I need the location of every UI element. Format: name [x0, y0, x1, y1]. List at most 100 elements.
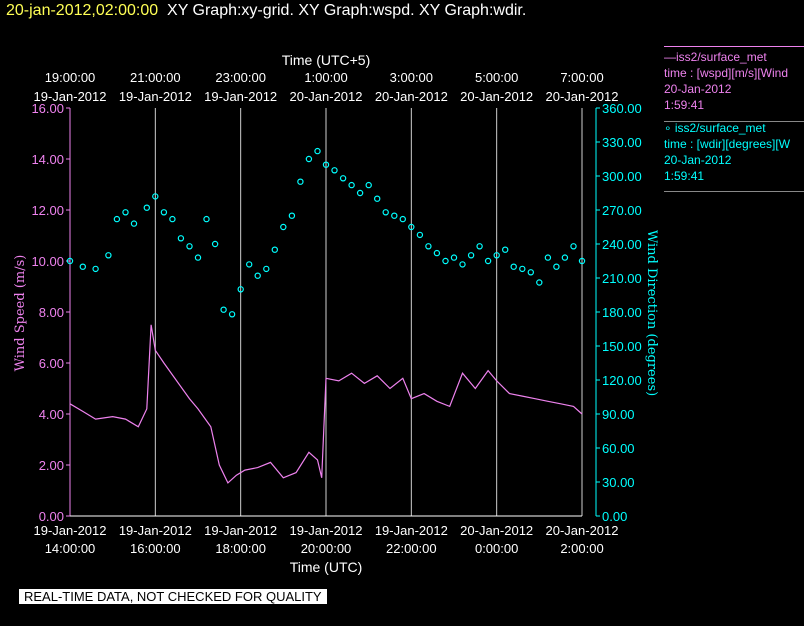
left-tick-label: 8.00	[39, 305, 64, 320]
wind-direction-point	[194, 254, 202, 261]
wind-direction-point	[467, 252, 475, 259]
top-tick-time: 1:00:00	[304, 70, 347, 85]
wind-direction-point	[211, 240, 219, 248]
wind-direction-point	[442, 257, 449, 265]
left-tick-label: 14.00	[31, 152, 64, 167]
right-tick-label: 90.00	[602, 407, 635, 422]
legend-wdir-source: ∘ iss2/surface_met	[664, 121, 766, 135]
wind-direction-point	[130, 220, 138, 227]
wind-direction-point	[450, 254, 458, 261]
top-tick-time: 23:00:00	[215, 70, 266, 85]
wind-direction-point	[425, 243, 432, 250]
title-graph-list: XY Graph:xy-grid. XY Graph:wspd. XY Grap…	[167, 2, 527, 19]
legend-wspd-variable: time : [wspd][m/s][Wind	[664, 66, 789, 80]
wind-direction-point	[177, 235, 185, 242]
title-timestamp: 20-jan-2012,02:00:00	[6, 2, 159, 19]
right-tick-label: 30.00	[602, 475, 635, 490]
top-tick-date: 20-Jan-2012	[460, 89, 533, 104]
wind-direction-point	[510, 263, 517, 270]
wind-direction-point	[416, 231, 424, 239]
wind-direction-point	[519, 265, 526, 273]
wind-direction-point	[66, 257, 74, 265]
axes	[66, 107, 600, 517]
wind-direction-point	[288, 212, 296, 219]
tick-labels: 0.00 2.00 4.00 6.00 8.00 10.00 12.00 14.00 16.00…	[31, 70, 641, 556]
top-tick-time: 7:00:00	[560, 70, 603, 85]
legend-wdir-time: 1:59:41	[664, 169, 705, 183]
top-tick-date: 19-Jan-2012	[34, 89, 107, 104]
right-tick-label: 180.00	[602, 305, 642, 320]
top-tick-date: 20-Jan-2012	[290, 89, 363, 104]
wind-direction-point	[105, 252, 112, 259]
wind-direction-point	[391, 212, 398, 219]
bottom-axis-label: Time (UTC)	[290, 559, 363, 575]
wind-direction-point	[280, 223, 287, 231]
wind-direction-point	[365, 181, 372, 189]
right-tick-label: 60.00	[602, 441, 635, 456]
wind-direction-point	[322, 161, 330, 168]
bottom-tick-time: 2:00:00	[560, 541, 603, 556]
legend-wspd: —iss2/surface_met time : [wspd][m/s][Win…	[664, 46, 804, 122]
right-tick-label: 330.00	[602, 135, 642, 150]
bottom-tick-time: 16:00:00	[130, 541, 181, 556]
wind-direction-point	[245, 261, 253, 268]
wind-direction-point	[186, 243, 193, 250]
wind-direction-point	[570, 243, 577, 250]
bottom-tick-date: 20-Jan-2012	[460, 523, 533, 538]
wind-direction-point	[348, 181, 355, 189]
wind-direction-point	[536, 279, 543, 286]
wind-direction-point	[544, 254, 552, 261]
wind-direction-point	[484, 257, 492, 265]
wind-direction-point	[152, 193, 159, 200]
wind-direction-point	[271, 246, 278, 253]
left-tick-label: 16.00	[31, 101, 64, 116]
wind-direction-point	[254, 272, 261, 279]
left-axis-label: Wind Speed (m/s)	[13, 255, 28, 372]
wind-speed-line	[69, 324, 583, 484]
wind-direction-point	[408, 223, 415, 231]
bottom-tick-time: 18:00:00	[215, 541, 266, 556]
grid-lines	[69, 108, 583, 516]
right-axis-label: Wind Direction (degrees)	[644, 230, 659, 396]
right-tick-label: 270.00	[602, 203, 642, 218]
chart-title: 20-jan-2012,02:00:00 XY Graph:xy-grid. X…	[6, 2, 526, 20]
wind-direction-point	[561, 254, 569, 261]
bottom-tick-time: 20:00:00	[301, 541, 352, 556]
wind-direction-point	[339, 175, 347, 182]
wind-direction-point	[433, 249, 441, 257]
wind-direction-point	[79, 263, 87, 270]
wind-direction-point	[314, 147, 321, 155]
top-tick-time: 5:00:00	[475, 70, 518, 85]
wind-direction-point	[476, 243, 483, 250]
wind-direction-point	[459, 261, 466, 268]
right-tick-label: 240.00	[602, 237, 642, 252]
top-tick-date: 19-Jan-2012	[204, 89, 277, 104]
top-tick-time: 3:00:00	[390, 70, 433, 85]
legend-wdir-variable: time : [wdir][degrees][W	[664, 137, 791, 151]
bottom-tick-date: 19-Jan-2012	[204, 523, 277, 538]
top-tick-time: 19:00:00	[45, 70, 96, 85]
legend-wspd-date: 20-Jan-2012	[664, 82, 732, 96]
right-tick-label: 120.00	[602, 373, 642, 388]
left-tick-label: 2.00	[39, 458, 64, 473]
wind-direction-point	[143, 204, 150, 211]
top-axis-label: Time (UTC+5)	[282, 52, 371, 68]
left-tick-label: 0.00	[39, 509, 64, 524]
bottom-tick-time: 22:00:00	[386, 541, 437, 556]
wind-direction-point	[305, 155, 313, 163]
wind-direction-point	[399, 215, 406, 223]
right-tick-label: 300.00	[602, 169, 642, 184]
wind-direction-point	[203, 215, 210, 223]
wind-direction-point	[331, 167, 338, 174]
wind-direction-point	[92, 265, 99, 273]
legend-wdir: ∘ iss2/surface_met time : [wdir][degrees…	[664, 120, 804, 192]
left-tick-label: 10.00	[31, 254, 64, 269]
wind-direction-point	[237, 286, 244, 293]
wind-direction-point	[113, 215, 121, 223]
wind-direction-point	[122, 209, 129, 216]
wind-direction-point	[263, 265, 270, 273]
bottom-tick-time: 0:00:00	[475, 541, 518, 556]
wind-direction-point	[169, 215, 176, 223]
left-tick-label: 4.00	[39, 407, 64, 422]
quality-disclaimer: REAL-TIME DATA, NOT CHECKED FOR QUALITY	[19, 589, 327, 604]
